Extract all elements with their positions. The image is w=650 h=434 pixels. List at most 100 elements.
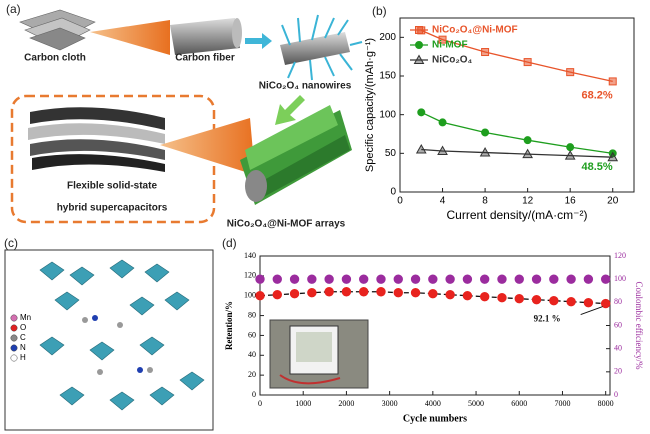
x-tick-label: 0: [258, 399, 262, 408]
frame: [4, 249, 214, 431]
marker: [307, 274, 317, 284]
legend-label: N: [20, 343, 26, 352]
marker: [566, 274, 576, 284]
zoom-cone: [90, 20, 170, 55]
y2-tick-label: 20: [614, 367, 622, 376]
marker: [497, 293, 507, 303]
marker: [376, 287, 386, 297]
label: NiCo₂O₄ nanowires: [259, 81, 352, 92]
y-tick-label: 80: [248, 310, 256, 319]
marker: [566, 143, 575, 152]
label-arrow: [580, 306, 603, 316]
marker: [289, 289, 300, 299]
y2-tick-label: 60: [614, 320, 622, 329]
marker: [359, 274, 369, 284]
schematic: (a) Carbon cloth Carbon fiber NiCo₂O₄ na…: [6, 2, 363, 230]
marker: [289, 274, 300, 284]
series-line: [259, 291, 606, 305]
y2-tick-label: 100: [614, 274, 626, 283]
marker: [607, 151, 619, 162]
x-tick-label: 16: [565, 196, 577, 207]
legend-label: H: [20, 353, 26, 362]
marker: [523, 136, 532, 145]
series-line: [420, 111, 613, 154]
x-axis-label: Current density/(mA·cm⁻²): [446, 208, 587, 222]
marker: [324, 274, 334, 284]
label: hybrid supercapacitors: [57, 203, 168, 214]
y-tick-label: 40: [248, 350, 256, 359]
marker: [549, 274, 559, 284]
y-tick-label: 0: [252, 390, 256, 399]
y2-tick-label: 120: [614, 251, 626, 260]
legend-label: C: [20, 333, 26, 342]
marker: [497, 274, 507, 284]
marker: [583, 274, 594, 284]
x-tick-label: 7000: [554, 399, 570, 408]
marker: [415, 26, 423, 34]
marker: [428, 289, 438, 299]
marker: [415, 41, 423, 49]
x-tick-label: 6000: [511, 399, 527, 408]
y-tick-label: 120: [244, 271, 256, 280]
x-tick-label: 12: [522, 196, 534, 207]
legend-dot: [10, 344, 18, 352]
marker: [255, 291, 265, 301]
legend-dot: [10, 334, 18, 342]
legend-dot: [10, 314, 18, 322]
marker: [307, 288, 317, 298]
end-label: 92.1 %: [534, 314, 561, 324]
x-tick-label: 8: [482, 196, 488, 207]
y-tick-label: 50: [385, 148, 397, 159]
zoom-cone: [160, 118, 255, 175]
marker: [523, 58, 532, 67]
marker: [462, 291, 473, 301]
marker: [255, 274, 265, 284]
y-tick-label: 200: [379, 32, 396, 43]
marker: [393, 288, 403, 298]
legend-label: NiCo₂O₄: [432, 55, 473, 66]
x-tick-label: 8000: [598, 399, 614, 408]
y-tick-label: 140: [244, 251, 256, 260]
supercapacitor: [28, 107, 165, 172]
y2-tick-label: 40: [614, 343, 622, 352]
y-tick-label: 100: [244, 291, 256, 300]
marker: [566, 68, 575, 77]
panel-label: (c): [4, 236, 18, 250]
screen: [296, 332, 332, 362]
crystal-structure: [4, 249, 214, 431]
marker: [549, 295, 559, 306]
label: Carbon fiber: [175, 53, 235, 64]
y-tick-label: 150: [379, 71, 396, 82]
marker: [376, 274, 386, 284]
y-tick-label: 60: [248, 330, 256, 339]
y-axis-label: Specific capacity/(mAh·g⁻¹): [364, 38, 376, 172]
y-tick-label: 100: [379, 109, 396, 120]
y2-tick-label: 80: [614, 297, 622, 306]
marker: [417, 108, 426, 117]
marker: [272, 274, 282, 284]
panel-label: (b): [372, 4, 387, 18]
arrow: [275, 95, 305, 125]
wire: [279, 374, 341, 385]
marker: [481, 128, 490, 137]
marker: [514, 293, 524, 304]
marker: [531, 294, 542, 305]
inset-photo: [269, 319, 369, 389]
marker: [583, 297, 594, 308]
series-line: [421, 148, 613, 158]
x-tick-label: 4: [440, 196, 446, 207]
marker: [479, 292, 490, 302]
x-tick-label: 4000: [425, 399, 441, 408]
y-tick-label: 0: [390, 187, 396, 198]
legend-label: O: [20, 323, 26, 332]
marker: [393, 274, 403, 284]
legend-label: Mn: [20, 313, 31, 322]
x-tick-label: 2000: [338, 399, 354, 408]
marker: [522, 148, 533, 159]
marker: [359, 287, 369, 297]
marker: [341, 287, 352, 297]
marker: [410, 274, 421, 284]
x-tick-label: 0: [397, 196, 403, 207]
x-tick-label: 3000: [382, 399, 398, 408]
carbon-fiber: [170, 18, 242, 55]
